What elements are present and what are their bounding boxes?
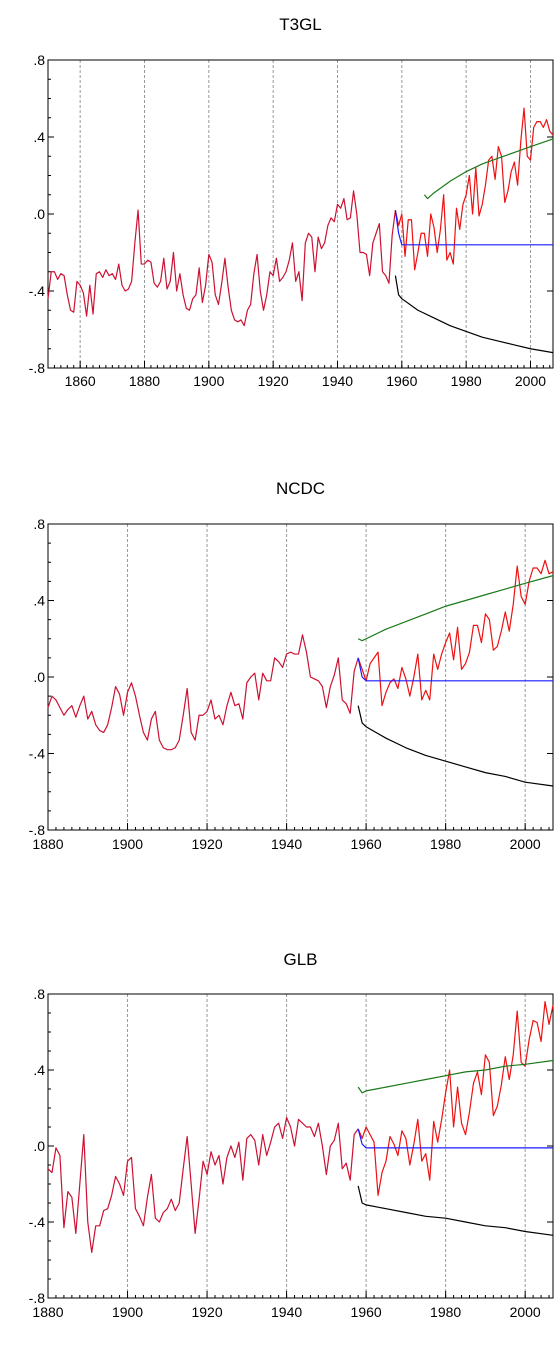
- x-tick-label: 1960: [351, 1304, 382, 1320]
- series-line-4: [357, 705, 554, 787]
- series-line-0: [47, 190, 396, 327]
- plot-frame: [47, 523, 554, 831]
- chart-title: GLB: [283, 950, 317, 969]
- x-tick-label: 1880: [129, 373, 160, 389]
- x-tick-label: 1900: [112, 836, 143, 852]
- series-line-1: [357, 1000, 554, 1197]
- series-line-0: [47, 1116, 359, 1254]
- series-line-2: [357, 1128, 553, 1149]
- y-tick-label: .0: [33, 1138, 45, 1154]
- x-tick-label: 2000: [510, 836, 541, 852]
- y-tick-label: .8: [33, 516, 45, 532]
- y-tick-label: .0: [33, 206, 45, 222]
- series-line-2: [357, 657, 553, 682]
- x-tick-label: 1920: [191, 836, 222, 852]
- x-tick-label: 1860: [65, 373, 96, 389]
- chart-panel-t3gl: T3GL .8 .4 .0 -.4 -.8 1860 1880 1900 1920 1940 1960…: [29, 15, 554, 389]
- y-tick-label: -.8: [29, 360, 46, 376]
- x-tick-label: 1880: [32, 836, 63, 852]
- x-tick-label: 1900: [112, 1304, 143, 1320]
- x-tick-label: 1920: [191, 1304, 222, 1320]
- y-tick-label: .8: [33, 986, 45, 1002]
- y-tick-label: -.8: [29, 1290, 46, 1306]
- x-tick-label: 1900: [193, 373, 224, 389]
- y-tick-label: .4: [33, 129, 45, 145]
- x-tick-label: 2000: [515, 373, 546, 389]
- y-tick-label: .4: [33, 1062, 45, 1078]
- x-tick-label: 1960: [386, 373, 417, 389]
- series-line-0: [47, 634, 359, 751]
- x-tick-label: 1940: [271, 1304, 302, 1320]
- x-tick-label: 1980: [430, 836, 461, 852]
- series-line-1: [394, 107, 554, 271]
- chart-title: NCDC: [276, 479, 325, 498]
- x-tick-label: 1960: [351, 836, 382, 852]
- x-tick-label: 1920: [258, 373, 289, 389]
- plot-frame: [47, 59, 554, 369]
- series-line-3: [357, 1059, 554, 1094]
- series-line-4: [394, 275, 554, 354]
- y-tick-label: -.4: [29, 283, 46, 299]
- x-tick-label: 1980: [451, 373, 482, 389]
- x-tick-label: 1980: [430, 1304, 461, 1320]
- plot-frame: [47, 993, 554, 1299]
- series-line-3: [357, 575, 554, 642]
- y-tick-label: -.8: [29, 822, 46, 838]
- x-tick-label: 1880: [32, 1304, 63, 1320]
- y-tick-label: .0: [33, 669, 45, 685]
- series-line-1: [357, 559, 554, 707]
- chart-title: T3GL: [279, 15, 322, 34]
- series-line-3: [423, 138, 554, 200]
- x-tick-label: 1940: [322, 373, 353, 389]
- series-line-4: [357, 1185, 554, 1236]
- y-tick-label: .4: [33, 593, 45, 609]
- x-tick-label: 2000: [510, 1304, 541, 1320]
- y-tick-label: -.4: [29, 746, 46, 762]
- series-line-2: [394, 210, 553, 246]
- x-tick-label: 1940: [271, 836, 302, 852]
- y-tick-label: .8: [33, 52, 45, 68]
- y-tick-label: -.4: [29, 1214, 46, 1230]
